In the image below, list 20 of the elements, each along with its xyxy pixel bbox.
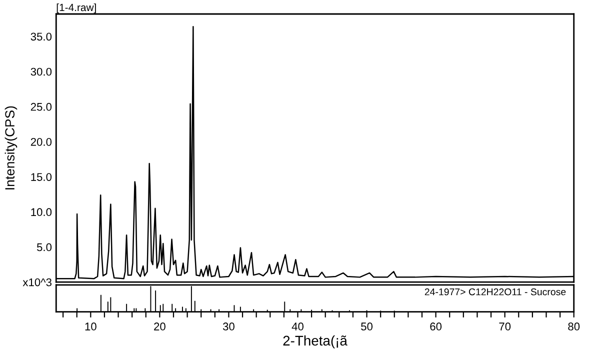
y-tick-label: 5.0 [36,243,52,252]
y-tick-label: 35.0 [30,32,52,41]
x-axis-title: 2-Theta(¡ã [283,335,348,348]
y-tick-label: x10^3 [22,278,52,286]
y-tick-label: 25.0 [30,102,52,111]
x-tick-label: 50 [361,322,373,330]
y-tick-label: 30.0 [30,68,52,76]
x-tick-label: 60 [430,322,442,330]
y-axis-title: Intensity(CPS) [4,106,18,190]
x-tick-label: 70 [499,322,511,330]
x-tick-label: 30 [222,322,234,330]
y-tick-label: 10.0 [31,208,52,216]
y-tick-label: 20.0 [30,138,52,146]
annotation: 24-1977> C12H22O11 - Sucrose [424,288,566,296]
chart-title: [1-4.raw] [56,3,96,14]
x-tick-label: 20 [154,322,166,330]
y-tick-label: 15.0 [31,173,52,181]
x-tick-label: 40 [292,322,304,330]
x-tick-label: 80 [568,322,580,330]
x-tick-label: 10 [85,322,96,330]
